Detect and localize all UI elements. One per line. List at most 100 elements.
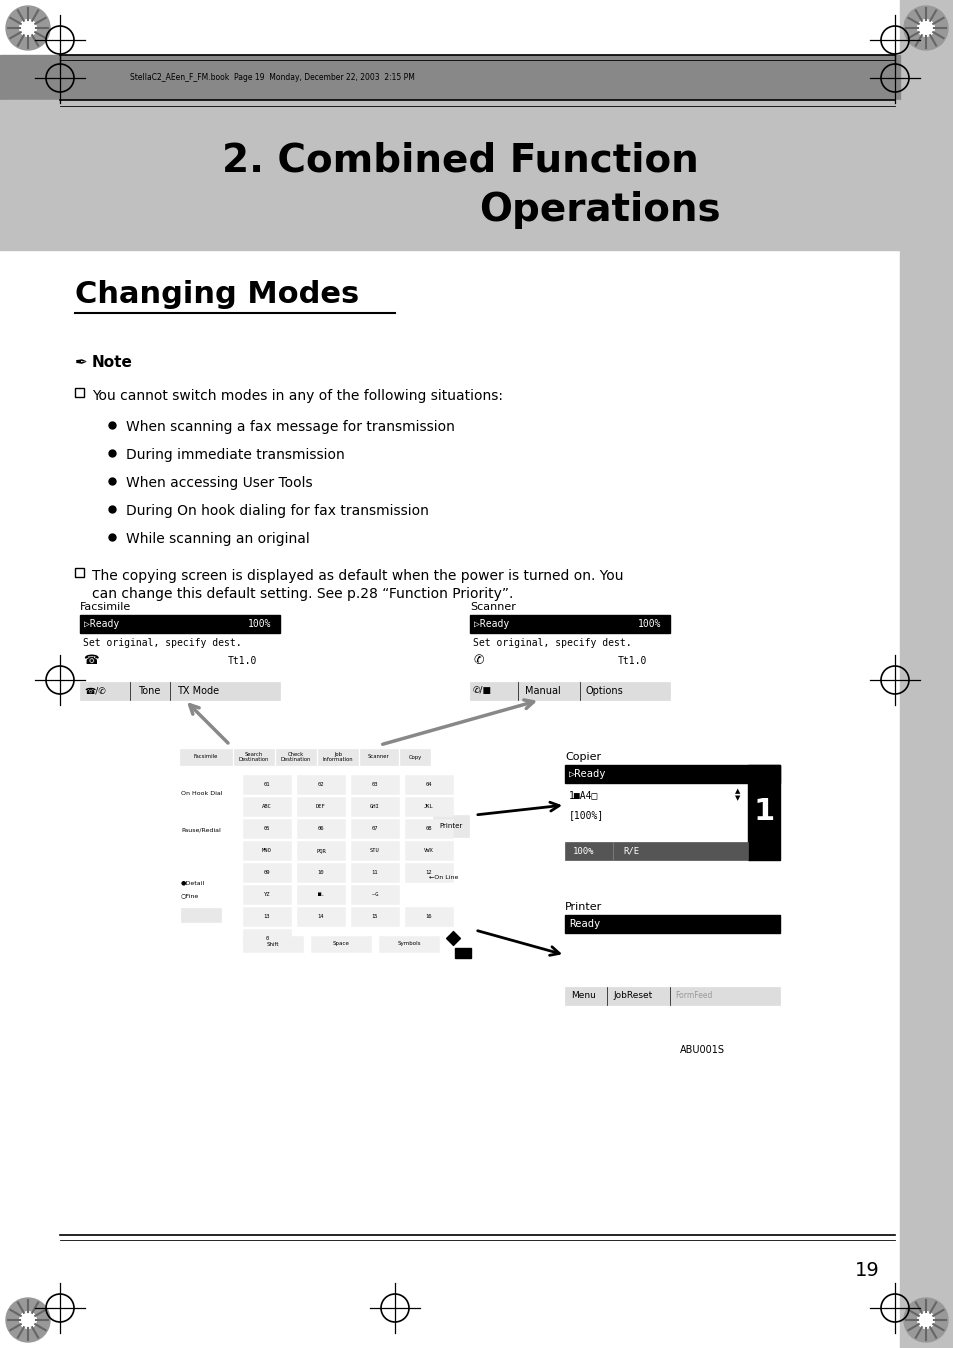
Text: 100%: 100% bbox=[573, 847, 594, 856]
Text: 03: 03 bbox=[372, 782, 377, 787]
Bar bbox=[470, 682, 669, 700]
Text: 19: 19 bbox=[854, 1260, 879, 1279]
Text: 11: 11 bbox=[372, 869, 377, 875]
Text: On Hook Dial: On Hook Dial bbox=[181, 791, 222, 797]
Text: 1: 1 bbox=[753, 798, 774, 826]
Text: 2. Combined Function: 2. Combined Function bbox=[221, 142, 698, 179]
Text: ▷Ready: ▷Ready bbox=[84, 619, 119, 630]
Text: When accessing User Tools: When accessing User Tools bbox=[126, 476, 313, 491]
Bar bbox=[405, 907, 453, 926]
Bar bbox=[275, 749, 315, 766]
Bar bbox=[243, 886, 291, 905]
Text: 09: 09 bbox=[263, 869, 270, 875]
Bar bbox=[296, 820, 345, 838]
Text: Facsimile: Facsimile bbox=[80, 603, 132, 612]
Text: Facsimile: Facsimile bbox=[193, 755, 218, 759]
Bar bbox=[243, 841, 291, 860]
Text: 05: 05 bbox=[263, 826, 270, 830]
Text: STU: STU bbox=[370, 848, 379, 853]
Text: 01: 01 bbox=[263, 782, 270, 787]
Bar bbox=[233, 749, 274, 766]
Text: ☎/✆: ☎/✆ bbox=[84, 686, 106, 696]
Text: FormFeed: FormFeed bbox=[675, 992, 712, 1000]
Text: Tt1.0: Tt1.0 bbox=[228, 656, 257, 666]
Bar bbox=[351, 907, 398, 926]
Circle shape bbox=[188, 836, 206, 855]
Bar bbox=[564, 842, 747, 860]
Text: Search
Destination: Search Destination bbox=[238, 752, 269, 762]
Bar bbox=[75, 388, 84, 398]
Bar bbox=[0, 100, 899, 249]
Circle shape bbox=[917, 1312, 933, 1328]
Text: Job
Information: Job Information bbox=[322, 752, 353, 762]
Bar bbox=[180, 749, 232, 766]
Bar bbox=[405, 841, 453, 860]
Bar bbox=[433, 816, 469, 837]
Bar bbox=[181, 909, 221, 922]
Text: ☎: ☎ bbox=[83, 655, 98, 667]
Text: 15: 15 bbox=[372, 914, 377, 919]
Text: MNO: MNO bbox=[262, 848, 272, 853]
Bar bbox=[80, 615, 280, 700]
Text: JKL: JKL bbox=[424, 803, 434, 809]
Text: 08: 08 bbox=[425, 826, 432, 830]
Bar bbox=[75, 568, 84, 577]
Text: JobReset: JobReset bbox=[613, 992, 652, 1000]
Text: Tt1.0: Tt1.0 bbox=[618, 656, 647, 666]
Bar bbox=[243, 797, 291, 816]
Text: 1■A4□: 1■A4□ bbox=[568, 790, 598, 799]
Text: When scanning a fax message for transmission: When scanning a fax message for transmis… bbox=[126, 421, 455, 434]
Text: ▲
▼: ▲ ▼ bbox=[735, 789, 740, 802]
Text: 12: 12 bbox=[425, 869, 432, 875]
Text: You cannot switch modes in any of the following situations:: You cannot switch modes in any of the fo… bbox=[91, 390, 502, 403]
Text: Operations: Operations bbox=[478, 191, 720, 229]
Text: During On hook dialing for fax transmission: During On hook dialing for fax transmiss… bbox=[126, 504, 429, 518]
Bar bbox=[564, 987, 780, 1006]
Text: Pause/Redial: Pause/Redial bbox=[181, 828, 220, 832]
Text: ✆/■: ✆/■ bbox=[473, 686, 492, 696]
Text: Ready: Ready bbox=[568, 919, 599, 929]
Bar bbox=[296, 775, 345, 794]
Bar bbox=[80, 682, 280, 700]
Text: ✆: ✆ bbox=[473, 655, 483, 667]
Text: TX Mode: TX Mode bbox=[177, 686, 219, 696]
Text: Printer: Printer bbox=[564, 902, 601, 913]
Text: Note: Note bbox=[91, 355, 132, 369]
Text: can change this default setting. See p.28 “Function Priority”.: can change this default setting. See p.2… bbox=[91, 586, 513, 601]
Text: Symbols: Symbols bbox=[396, 941, 420, 946]
Text: ●Detail: ●Detail bbox=[181, 880, 205, 886]
Bar bbox=[405, 863, 453, 882]
Text: Copy: Copy bbox=[408, 755, 421, 759]
Text: DEF: DEF bbox=[315, 803, 326, 809]
Text: Set original, specify dest.: Set original, specify dest. bbox=[473, 638, 631, 648]
Circle shape bbox=[6, 1298, 50, 1343]
Bar bbox=[351, 775, 398, 794]
Bar bbox=[174, 745, 475, 960]
Bar bbox=[564, 915, 780, 1006]
Bar bbox=[747, 766, 780, 860]
Bar bbox=[317, 749, 357, 766]
Text: During immediate transmission: During immediate transmission bbox=[126, 448, 344, 462]
Text: Scanner: Scanner bbox=[470, 603, 516, 612]
Text: 100%: 100% bbox=[638, 619, 660, 630]
Text: ABC: ABC bbox=[262, 803, 272, 809]
Text: ✒: ✒ bbox=[75, 355, 88, 369]
Circle shape bbox=[6, 5, 50, 50]
Text: Copier: Copier bbox=[564, 752, 600, 762]
Text: 06: 06 bbox=[317, 826, 324, 830]
Text: GHI: GHI bbox=[370, 803, 379, 809]
Text: ABU001S: ABU001S bbox=[679, 1045, 724, 1055]
Circle shape bbox=[448, 886, 465, 905]
Bar bbox=[351, 797, 398, 816]
Bar bbox=[311, 936, 371, 952]
Text: 04: 04 bbox=[425, 782, 432, 787]
Bar bbox=[243, 863, 291, 882]
Text: Tone: Tone bbox=[138, 686, 160, 696]
Bar bbox=[470, 615, 669, 700]
Text: –G: –G bbox=[372, 892, 377, 896]
Bar bbox=[296, 841, 345, 860]
Text: Shift: Shift bbox=[267, 941, 279, 946]
Text: ▷Ready: ▷Ready bbox=[474, 619, 509, 630]
Text: The copying screen is displayed as default when the power is turned on. You: The copying screen is displayed as defau… bbox=[91, 569, 623, 582]
Text: PQR: PQR bbox=[315, 848, 326, 853]
